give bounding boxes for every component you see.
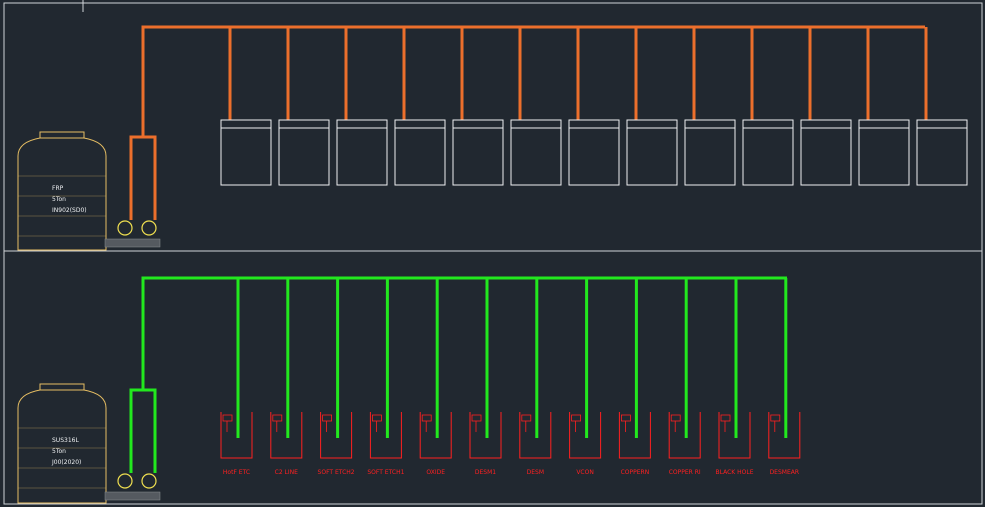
station-bath — [618, 412, 651, 459]
station-bath — [419, 412, 452, 459]
station-label: BLACK HOLE — [716, 469, 754, 476]
valve — [670, 414, 681, 422]
station-bath — [519, 412, 552, 459]
pump — [141, 473, 157, 489]
pump-base — [104, 238, 161, 248]
tank-box — [452, 119, 504, 186]
valve — [421, 414, 432, 422]
pump — [117, 473, 133, 489]
tank-label: 5Ton — [52, 196, 66, 203]
valve — [720, 414, 731, 422]
valve — [621, 414, 631, 422]
station-label: DESMEAR — [770, 469, 799, 476]
station-label: HotF ETC — [223, 469, 250, 476]
tank-box — [800, 119, 852, 186]
tank-label: SUS316L — [52, 437, 79, 444]
tank-box — [394, 119, 446, 186]
station-bath — [668, 412, 701, 459]
station-label: C2 LINE — [275, 469, 299, 476]
tank-box — [742, 119, 794, 186]
tank-box — [336, 119, 388, 186]
station-bath — [569, 412, 602, 459]
station-bath — [270, 412, 303, 459]
station-label: DESM1 — [475, 469, 496, 476]
tank-label: J00(2020) — [51, 459, 81, 466]
station-bath — [220, 412, 253, 459]
station-bath — [369, 412, 402, 459]
valve — [521, 414, 532, 422]
station-label: COPPER RI — [669, 469, 701, 476]
tank — [17, 131, 107, 251]
station-bath — [768, 412, 801, 459]
tank-label: FRP — [52, 185, 64, 192]
tank-box — [684, 119, 736, 186]
pump-base — [104, 491, 161, 501]
tank-box — [858, 119, 910, 186]
tank-label: IN902(SD0) — [52, 207, 87, 214]
station-label: OXIDE — [426, 469, 445, 476]
station-label: VCON — [576, 469, 594, 476]
valve — [222, 414, 233, 422]
frame — [3, 2, 983, 505]
station-bath — [320, 412, 353, 459]
valve — [371, 414, 382, 422]
tank-box — [220, 119, 272, 186]
tank-box — [916, 119, 968, 186]
tank-box — [626, 119, 678, 186]
tank-box — [278, 119, 330, 186]
main-pipe — [141, 25, 925, 137]
tank-label: 5Ton — [52, 448, 66, 455]
tank-box — [510, 119, 562, 186]
valve — [471, 414, 482, 422]
pump — [117, 220, 133, 236]
station-label: SOFT ETCH1 — [367, 469, 404, 476]
station-label: SOFT ETCH2 — [318, 469, 355, 476]
station-label: COPPERN — [621, 469, 650, 476]
station-bath — [718, 412, 751, 459]
main-pipe — [141, 276, 787, 390]
valve — [322, 414, 333, 422]
valve — [770, 414, 781, 422]
valve — [571, 414, 581, 422]
tank-box — [568, 119, 620, 186]
tank — [17, 383, 107, 504]
valve — [272, 414, 283, 422]
pump — [141, 220, 157, 236]
diagram-layer: FRP 5Ton IN902(SD0) SUS316L 5Ton J00(2020) Hot… — [17, 25, 968, 504]
station-label: DESM — [527, 469, 544, 476]
station-bath — [469, 412, 502, 459]
